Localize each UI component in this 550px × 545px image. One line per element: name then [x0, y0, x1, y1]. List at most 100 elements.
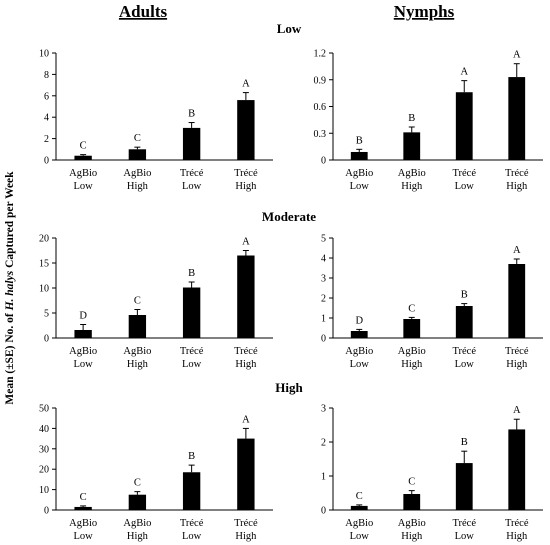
- category-label-line: Trécé: [452, 346, 476, 357]
- y-tick-label: 2: [321, 294, 326, 305]
- bar: [237, 100, 255, 160]
- significance-letter: C: [408, 477, 415, 488]
- category-label-line: Low: [74, 181, 94, 192]
- y-tick-label: 2: [321, 438, 326, 449]
- category-label: AgBio Low: [345, 518, 373, 542]
- category-label: Trécé Low: [180, 168, 204, 192]
- category-label-line: High: [235, 359, 257, 370]
- category-label-line: AgBio: [69, 518, 97, 529]
- bar: [182, 472, 201, 510]
- category-label: Trécé High: [505, 346, 529, 370]
- bar: [74, 330, 92, 338]
- y-tick-label: 0.9: [314, 75, 327, 86]
- significance-letter: C: [408, 303, 415, 314]
- significance-letter: B: [188, 109, 195, 120]
- category-label-line: Low: [455, 181, 475, 192]
- significance-letter: C: [356, 491, 363, 502]
- chart-panel-2: 0 5 10 15 20 D AgBio Low C AgBio High B Trécé Low A Tré…: [39, 234, 273, 370]
- y-tick-label: 20: [39, 465, 49, 476]
- category-label: AgBio Low: [345, 346, 373, 370]
- category-label-line: AgBio: [69, 346, 97, 357]
- significance-letter: C: [134, 296, 141, 307]
- significance-letter: C: [134, 133, 141, 144]
- bar: [508, 264, 526, 338]
- category-label: AgBio High: [398, 346, 426, 370]
- y-tick-label: 20: [39, 234, 49, 245]
- category-label-line: High: [506, 181, 528, 192]
- bar: [508, 429, 526, 510]
- significance-letter: B: [356, 135, 363, 146]
- category-label-line: High: [506, 531, 528, 542]
- bar: [403, 132, 421, 160]
- category-label: AgBio Low: [69, 346, 97, 370]
- y-tick-label: 0.3: [314, 129, 327, 140]
- significance-letter: A: [513, 50, 521, 61]
- category-label-line: AgBio: [398, 518, 426, 529]
- y-tick-label: 0: [321, 506, 326, 517]
- y-axis-label-suffix: Captured per Week: [4, 171, 16, 271]
- bar: [350, 505, 368, 510]
- y-tick-label: 3: [321, 274, 326, 285]
- category-label: Trécé High: [234, 346, 258, 370]
- column-title-nymphs: Nymphs: [394, 2, 455, 21]
- chart-panel-5: 0 1 2 3 C AgBio Low C AgBio High B Trécé Low A Trécé Hi…: [321, 404, 543, 542]
- category-label-line: High: [127, 359, 149, 370]
- significance-letter: D: [355, 315, 363, 326]
- category-label: AgBio High: [123, 346, 151, 370]
- y-tick-label: 0.6: [314, 102, 327, 113]
- y-tick-label: 4: [44, 113, 49, 124]
- category-label: AgBio High: [398, 518, 426, 542]
- category-label-line: High: [127, 531, 149, 542]
- y-tick-label: 6: [44, 91, 49, 102]
- y-tick-label: 15: [39, 259, 49, 270]
- y-tick-label: 0: [321, 156, 326, 167]
- category-label-line: Trécé: [180, 518, 204, 529]
- category-label: AgBio High: [123, 518, 151, 542]
- category-label-line: Trécé: [452, 518, 476, 529]
- category-label-line: Trécé: [180, 346, 204, 357]
- category-label-line: AgBio: [123, 346, 151, 357]
- y-tick-label: 0: [44, 156, 49, 167]
- significance-letter: C: [80, 492, 87, 503]
- y-axis-label-species: H. halys: [4, 270, 16, 311]
- category-label: AgBio Low: [69, 168, 97, 192]
- category-label: Trécé High: [234, 168, 258, 192]
- category-label-line: Trécé: [234, 168, 258, 179]
- category-label-line: Low: [182, 531, 202, 542]
- row-title-low: Low: [277, 21, 302, 36]
- category-label-line: High: [235, 531, 257, 542]
- significance-letter: C: [80, 141, 87, 152]
- column-title-adults: Adults: [119, 2, 168, 21]
- bar: [403, 494, 421, 510]
- category-label: Trécé Low: [452, 168, 476, 192]
- category-label-line: Low: [182, 181, 202, 192]
- significance-letter: B: [188, 451, 195, 462]
- bar: [403, 319, 421, 338]
- significance-letter: A: [460, 67, 468, 78]
- significance-letter: B: [461, 290, 468, 301]
- y-tick-label: 0: [44, 334, 49, 345]
- category-label-line: Low: [455, 359, 475, 370]
- category-label-line: High: [401, 531, 423, 542]
- y-tick-label: 1: [321, 314, 326, 325]
- y-tick-label: 30: [39, 444, 49, 455]
- category-label: Trécé Low: [180, 346, 204, 370]
- category-label-line: AgBio: [398, 168, 426, 179]
- category-label-line: Trécé: [234, 518, 258, 529]
- category-label-line: High: [506, 359, 528, 370]
- significance-letter: A: [242, 237, 250, 248]
- y-tick-label: 0: [44, 506, 49, 517]
- category-label-line: Low: [74, 359, 94, 370]
- bar: [74, 155, 92, 160]
- significance-letter: B: [188, 268, 195, 279]
- category-label: AgBio Low: [345, 168, 373, 192]
- bar: [128, 315, 147, 338]
- bar: [350, 151, 368, 160]
- significance-letter: C: [134, 478, 141, 489]
- chart-panel-1: 0 0.3 0.6 0.9 1.2 B AgBio Low B AgBio High A Trécé Lo…: [314, 49, 543, 192]
- y-tick-label: 50: [39, 404, 49, 415]
- bar: [128, 494, 147, 510]
- category-label-line: AgBio: [398, 346, 426, 357]
